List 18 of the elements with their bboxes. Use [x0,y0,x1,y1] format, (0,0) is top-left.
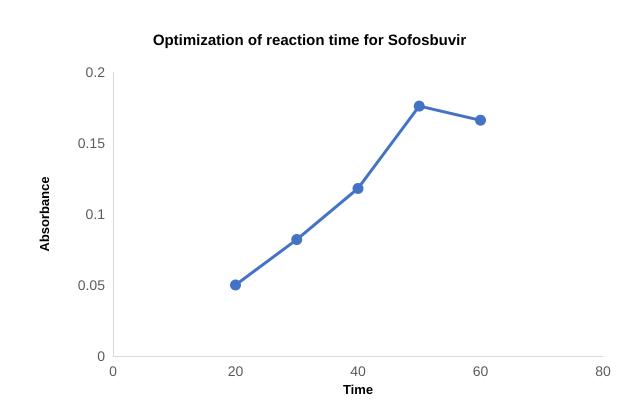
x-tick-label: 80 [595,363,611,379]
y-tick-label: 0.1 [86,206,106,222]
point [414,100,425,112]
chart-title: Optimization of reaction time for Sofosbuvir [152,32,466,49]
x-tick-label: 0 [109,363,118,379]
y-tick-label: 0.15 [78,135,106,151]
point [475,114,486,126]
y-tick-label: 0 [97,348,106,364]
x-tick-label: 60 [472,363,488,379]
point [352,182,364,194]
point [291,234,302,246]
x-tick-label: 40 [350,363,366,379]
x-tick-label: 20 [228,363,244,379]
point [230,280,241,290]
y-axis-title: Absorbance [37,176,52,252]
y-tick-label: 0.2 [86,64,106,80]
x-axis-title: Time [342,382,374,397]
y-tick-label: 0.05 [78,277,106,293]
